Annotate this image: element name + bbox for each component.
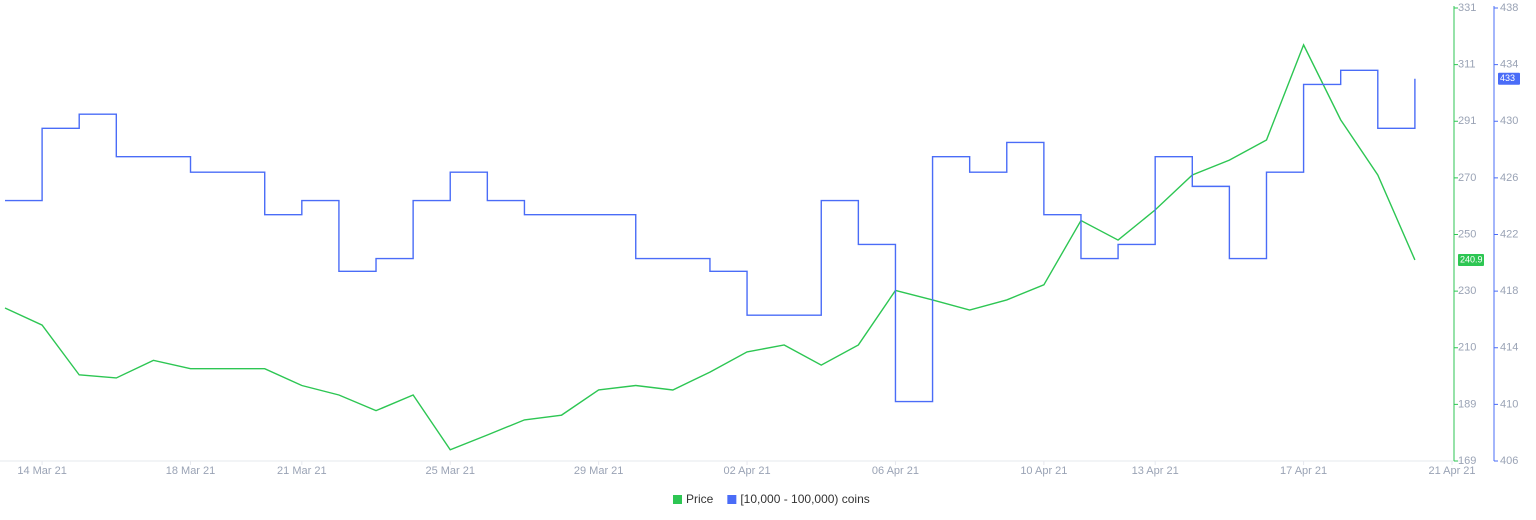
y2-tick-label: 414 — [1500, 342, 1518, 354]
y-tick-label: 189 — [1458, 398, 1476, 410]
y-tick-label: 230 — [1458, 285, 1476, 297]
last-value-tag — [1458, 253, 1484, 266]
legend-swatch — [727, 495, 737, 504]
series-line — [4, 43, 1416, 451]
x-tick-label: 18 Mar 21 — [166, 465, 216, 477]
y-tick-label: 210 — [1458, 342, 1476, 354]
x-tick-label: 06 Apr 21 — [872, 465, 919, 477]
y2-tick-label: 438 — [1500, 2, 1518, 14]
legend-label: [10,000 - 100,000) coins — [740, 492, 869, 506]
x-tick-label: 17 Apr 21 — [1280, 465, 1327, 477]
last-value-tag — [1498, 72, 1520, 85]
x-tick-label: 21 Mar 21 — [277, 465, 327, 477]
legend-swatch — [673, 495, 682, 504]
last-value-label: 433 — [1500, 73, 1515, 83]
x-tick-label: 13 Apr 21 — [1132, 465, 1179, 477]
x-tick-label: 21 Apr 21 — [1428, 465, 1475, 477]
y2-tick-label: 422 — [1500, 228, 1518, 240]
y-tick-label: 291 — [1458, 115, 1476, 127]
x-tick-label: 10 Apr 21 — [1020, 465, 1067, 477]
last-value-label: 240.9 — [1460, 254, 1483, 264]
series-line — [5, 69, 1416, 403]
y-tick-label: 169 — [1458, 455, 1476, 467]
x-tick-label: 02 Apr 21 — [724, 465, 771, 477]
x-tick-label: 14 Mar 21 — [17, 465, 67, 477]
legend-label: Price — [686, 492, 714, 506]
x-tick-label: 29 Mar 21 — [574, 465, 624, 477]
y2-tick-label: 410 — [1500, 398, 1518, 410]
y-tick-label: 311 — [1458, 59, 1476, 71]
x-tick-label: 25 Mar 21 — [425, 465, 475, 477]
y2-tick-label: 430 — [1500, 115, 1518, 127]
y-tick-label: 331 — [1458, 2, 1476, 14]
y2-tick-label: 426 — [1500, 172, 1518, 184]
y-tick-label: 270 — [1458, 172, 1476, 184]
y2-tick-label: 406 — [1500, 455, 1518, 467]
y2-tick-label: 418 — [1500, 285, 1518, 297]
y-tick-label: 250 — [1458, 228, 1476, 240]
y2-tick-label: 434 — [1500, 59, 1518, 71]
